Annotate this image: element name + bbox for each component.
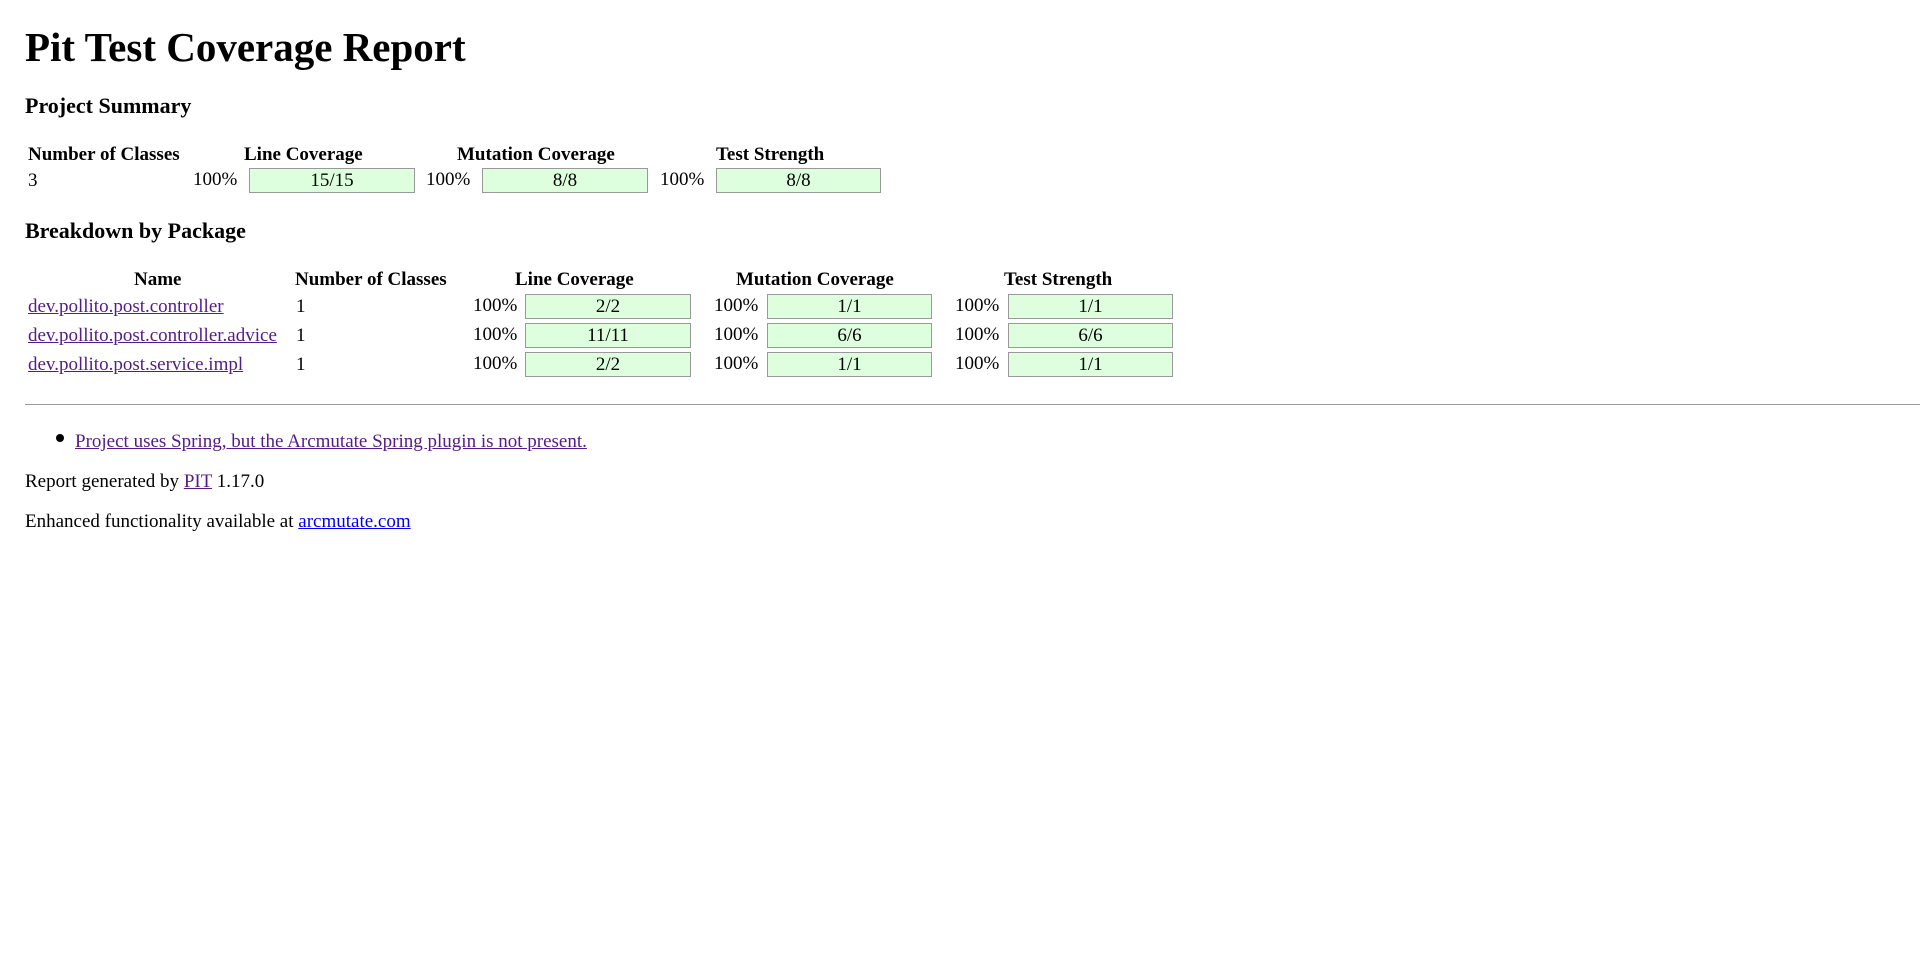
package-strength-percent: 100% [955,295,1000,316]
package-mutation-percent: 100% [714,295,759,316]
package-line-ratio: 2/2 [595,354,621,375]
package-test-strength-bar: 1/1 [1008,352,1173,377]
package-link-controller[interactable]: dev.pollito.post.controller [28,296,224,317]
summary-mutation-percent: 100% [426,169,471,190]
package-link-controller-advice[interactable]: dev.pollito.post.controller.advice [28,325,277,346]
summary-line-ratio: 15/15 [310,170,354,191]
breakdown-header-line-coverage: Line Coverage [515,269,634,290]
enhanced-functionality-text: Enhanced functionality available at [25,511,294,532]
summary-mutation-ratio: 8/8 [552,170,578,191]
package-mutation-coverage-bar: 1/1 [767,352,932,377]
package-strength-percent: 100% [955,324,1000,345]
package-mutation-percent: 100% [714,353,759,374]
section-divider [25,404,1920,405]
package-link-service-impl[interactable]: dev.pollito.post.service.impl [28,354,244,375]
package-line-coverage-bar: 2/2 [525,294,691,319]
breakdown-by-package-heading: Breakdown by Package [25,218,246,243]
package-line-ratio: 11/11 [587,325,629,346]
summary-strength-ratio: 8/8 [786,170,811,191]
bullet-icon [56,434,64,442]
package-classes-count: 1 [296,354,306,375]
package-line-ratio: 2/2 [595,296,621,317]
breakdown-header-classes: Number of Classes [295,269,447,290]
project-summary-heading: Project Summary [25,93,192,118]
breakdown-header-name: Name [134,269,182,290]
package-strength-percent: 100% [955,353,1000,374]
pit-link[interactable]: PIT [183,471,212,492]
package-strength-ratio: 6/6 [1078,325,1103,346]
summary-classes-value: 3 [28,170,38,191]
package-line-percent: 100% [473,324,518,345]
arcmutate-link[interactable]: arcmutate.com [298,511,411,532]
package-mutation-percent: 100% [714,324,759,345]
page-title: Pit Test Coverage Report [25,24,466,70]
package-strength-ratio: 1/1 [1078,354,1103,375]
package-mutation-coverage-bar: 6/6 [767,323,932,348]
package-mutation-ratio: 1/1 [837,296,862,317]
summary-header-line-coverage: Line Coverage [244,144,363,165]
pit-version: 1.17.0 [216,471,265,492]
package-mutation-ratio: 6/6 [837,325,862,346]
summary-header-mutation-coverage: Mutation Coverage [457,144,615,165]
package-line-percent: 100% [473,353,518,374]
package-strength-ratio: 1/1 [1078,296,1103,317]
summary-line-coverage-bar: 15/15 [249,168,415,193]
summary-header-classes: Number of Classes [28,144,180,165]
breakdown-header-mutation-coverage: Mutation Coverage [736,269,894,290]
package-mutation-ratio: 1/1 [837,354,862,375]
report-generated-line: Report generated by PIT 1.17.0 [25,471,264,493]
package-line-coverage-bar: 2/2 [525,352,691,377]
breakdown-header-test-strength: Test Strength [1004,269,1113,290]
arcmutate-spring-plugin-notice-link[interactable]: Project uses Spring, but the Arcmutate S… [75,431,587,452]
package-line-coverage-bar: 11/11 [525,323,691,348]
package-classes-count: 1 [296,325,306,346]
summary-header-test-strength: Test Strength [716,144,825,165]
package-test-strength-bar: 6/6 [1008,323,1173,348]
summary-line-percent: 100% [193,169,238,190]
summary-strength-percent: 100% [660,169,705,190]
package-classes-count: 1 [296,296,306,317]
package-mutation-coverage-bar: 1/1 [767,294,932,319]
enhanced-functionality-line: Enhanced functionality available at arcm… [25,511,411,533]
generated-by-text: Report generated by [25,471,180,492]
summary-mutation-coverage-bar: 8/8 [482,168,648,193]
summary-test-strength-bar: 8/8 [716,168,881,193]
package-line-percent: 100% [473,295,518,316]
package-test-strength-bar: 1/1 [1008,294,1173,319]
